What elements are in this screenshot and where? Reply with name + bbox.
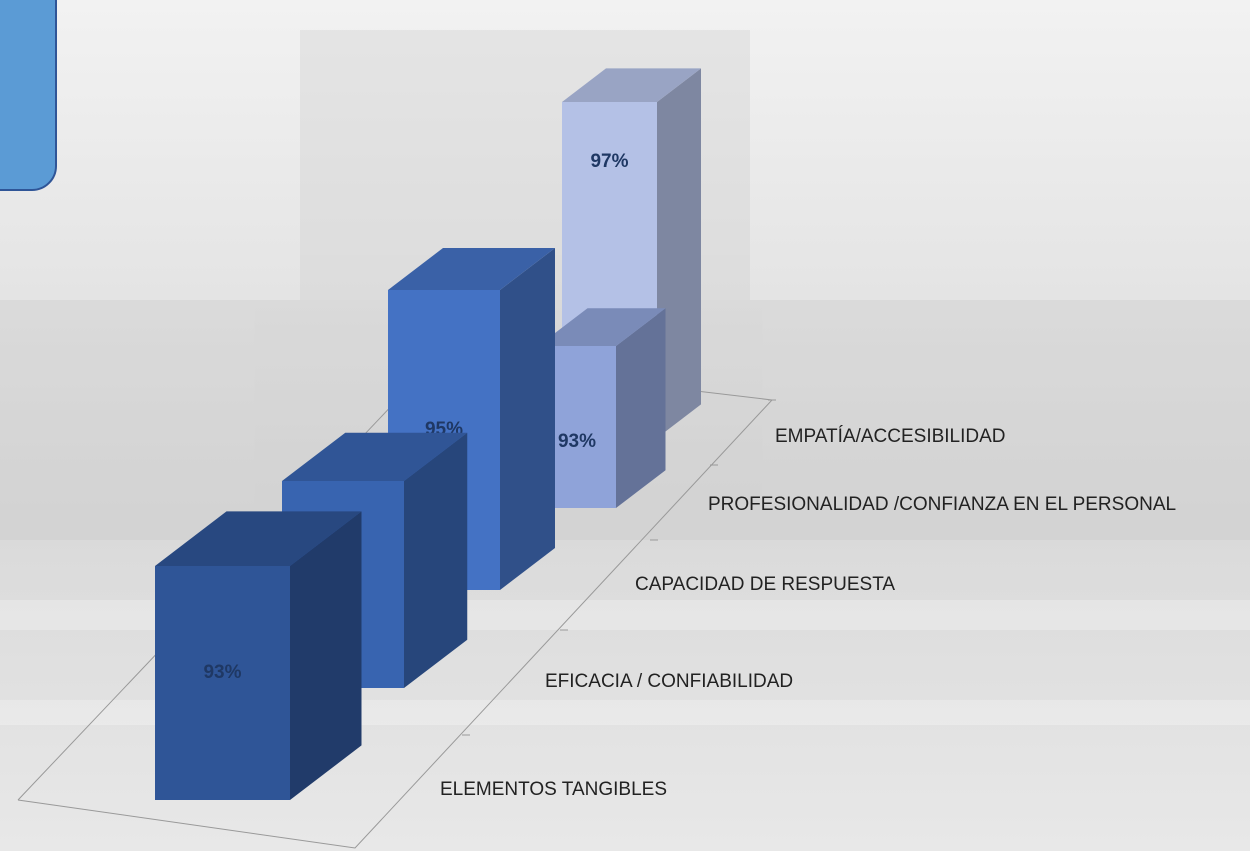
category-label: CAPACIDAD DE RESPUESTA (635, 574, 895, 595)
category-label: EFICACIA / CONFIABILIDAD (545, 671, 793, 692)
bar-group: 93% (538, 308, 666, 508)
category-label: PROFESIONALIDAD /CONFIANZA EN EL PERSONA… (708, 494, 1176, 515)
value-label: 93% (558, 431, 596, 452)
category-label: ELEMENTOS TANGIBLES (440, 779, 667, 800)
bar-top (562, 68, 701, 102)
bar-side (500, 248, 555, 590)
bar-group: 93% (155, 511, 362, 800)
value-label: 93% (203, 662, 241, 683)
bar-top (538, 308, 666, 346)
value-label: 97% (590, 151, 628, 172)
bar-side (404, 432, 468, 688)
bars: 97%93%95%93%93% (155, 68, 701, 800)
bar-top (155, 511, 362, 566)
bar-side (290, 511, 362, 800)
category-label: EMPATÍA/ACCESIBILIDAD (775, 426, 1006, 447)
bar-top (282, 432, 468, 481)
blue-tab (0, 0, 57, 191)
bar-side (616, 308, 666, 508)
bar (155, 566, 290, 800)
category-labels: ELEMENTOS TANGIBLES EFICACIA / CONFIABILI… (440, 426, 1176, 800)
bar-side (657, 68, 701, 439)
bar-top (388, 248, 555, 290)
